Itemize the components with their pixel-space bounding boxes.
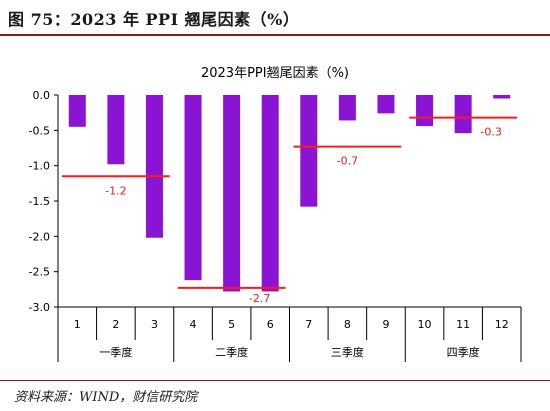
quarter-average-label: -1.2	[105, 184, 126, 197]
x-tick-label: 10	[418, 318, 432, 331]
x-tick-label: 1	[74, 318, 81, 331]
y-axis: 0.0 -0.5 -1.0 -1.5 -2.0 -2.5 -3.0	[29, 89, 59, 314]
bottom-rule	[0, 380, 550, 381]
bar-month-12	[493, 95, 511, 99]
x-tick-label: 8	[344, 318, 351, 331]
x-tick-label: 5	[228, 318, 235, 331]
bar-month-11	[454, 95, 472, 134]
y-tick-label: 0.0	[33, 89, 51, 102]
y-tick-label: -1.5	[29, 195, 50, 208]
bar-chart: 2023年PPI翘尾因素（%) 0.0-0.5-1.0-1.5-2.0-2.5-…	[29, 66, 522, 362]
bar-month-2	[107, 95, 125, 165]
bar-month-10	[416, 95, 434, 127]
chart-title: 2023年PPI翘尾因素（%)	[201, 66, 349, 81]
quarter-label: 一季度	[99, 345, 132, 359]
quarter-average-label: -0.7	[337, 155, 358, 168]
x-tick-label: 4	[190, 318, 197, 331]
bar-month-3	[145, 95, 163, 238]
bars	[68, 95, 511, 292]
x-tick-label: 3	[151, 318, 158, 331]
x-tick-label: 11	[456, 318, 470, 331]
bar-month-5	[223, 95, 241, 292]
y-tick-label: -2.0	[29, 230, 50, 243]
source-note: 资料来源：WIND，财信研究院	[14, 390, 198, 405]
top-rule	[0, 34, 550, 36]
bar-month-1	[68, 95, 86, 127]
y-tick-label: -1.0	[29, 160, 50, 173]
bar-month-9	[377, 95, 395, 114]
y-tick-label: -3.0	[29, 301, 50, 314]
x-tick-label: 12	[495, 318, 509, 331]
figure-title: 图 75：2023 年 PPI 翘尾因素（%）	[8, 10, 300, 29]
quarter-average-label: -0.3	[480, 126, 501, 139]
quarter-label: 二季度	[215, 345, 248, 359]
quarter-label: 四季度	[447, 345, 480, 359]
bar-month-4	[184, 95, 202, 281]
x-tick-label: 7	[305, 318, 312, 331]
quarter-average-lines: -1.2 -2.7 -0.7 -0.3	[62, 116, 517, 305]
x-tick-label: 9	[382, 318, 389, 331]
quarter-average-label: -2.7	[249, 292, 270, 305]
quarter-label: 三季度	[331, 345, 364, 359]
bar-month-6	[261, 95, 279, 292]
y-tick-label: -0.5	[29, 124, 50, 137]
bar-month-7	[300, 95, 318, 207]
x-tick-label: 2	[112, 318, 119, 331]
bar-month-8	[338, 95, 356, 121]
x-tick-label: 6	[267, 318, 274, 331]
y-tick-label: -2.5	[29, 266, 50, 279]
